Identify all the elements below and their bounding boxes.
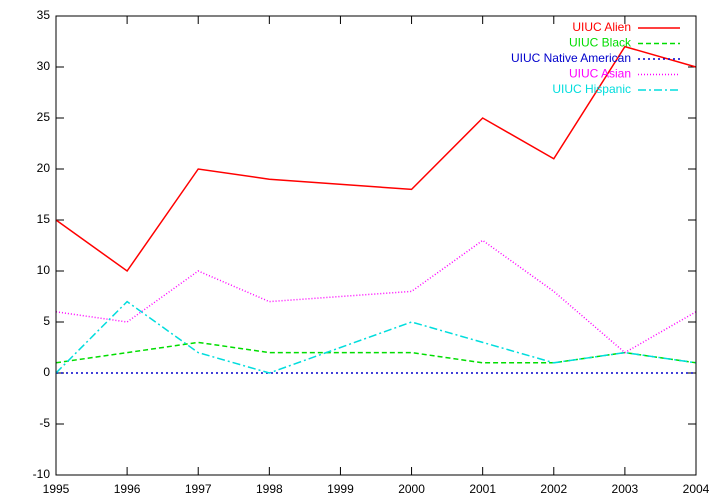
x-tick-label: 2001 (469, 482, 496, 496)
legend-label: UIUC Native American (511, 51, 631, 65)
y-tick-label: -10 (33, 467, 51, 481)
y-tick-label: 20 (37, 161, 51, 175)
legend-label: UIUC Hispanic (552, 82, 631, 96)
legend-label: UIUC Asian (569, 67, 631, 81)
legend-label: UIUC Black (569, 36, 632, 50)
series-line (55, 45, 697, 273)
y-tick-label: 25 (37, 110, 51, 124)
y-tick-label: 5 (43, 314, 50, 328)
plot-frame (55, 15, 697, 476)
x-tick-label: 1998 (256, 482, 283, 496)
x-tick-label: 2002 (540, 482, 567, 496)
y-tick-label: 35 (37, 8, 51, 22)
x-tick-label: 2000 (398, 482, 425, 496)
series-line (55, 300, 697, 374)
x-tick-label: 1996 (114, 482, 141, 496)
x-tick-label: 1997 (185, 482, 212, 496)
y-tick-label: -5 (39, 416, 50, 430)
y-tick-label: 15 (37, 212, 51, 226)
x-tick-label: 2003 (612, 482, 639, 496)
y-tick-label: 10 (37, 263, 51, 277)
y-tick-label: 30 (37, 59, 51, 73)
y-tick-label: 0 (43, 365, 50, 379)
legend-label: UIUC Alien (572, 20, 631, 34)
x-tick-label: 1999 (327, 482, 354, 496)
x-tick-label: 2004 (683, 482, 710, 496)
x-tick-label: 1995 (43, 482, 70, 496)
